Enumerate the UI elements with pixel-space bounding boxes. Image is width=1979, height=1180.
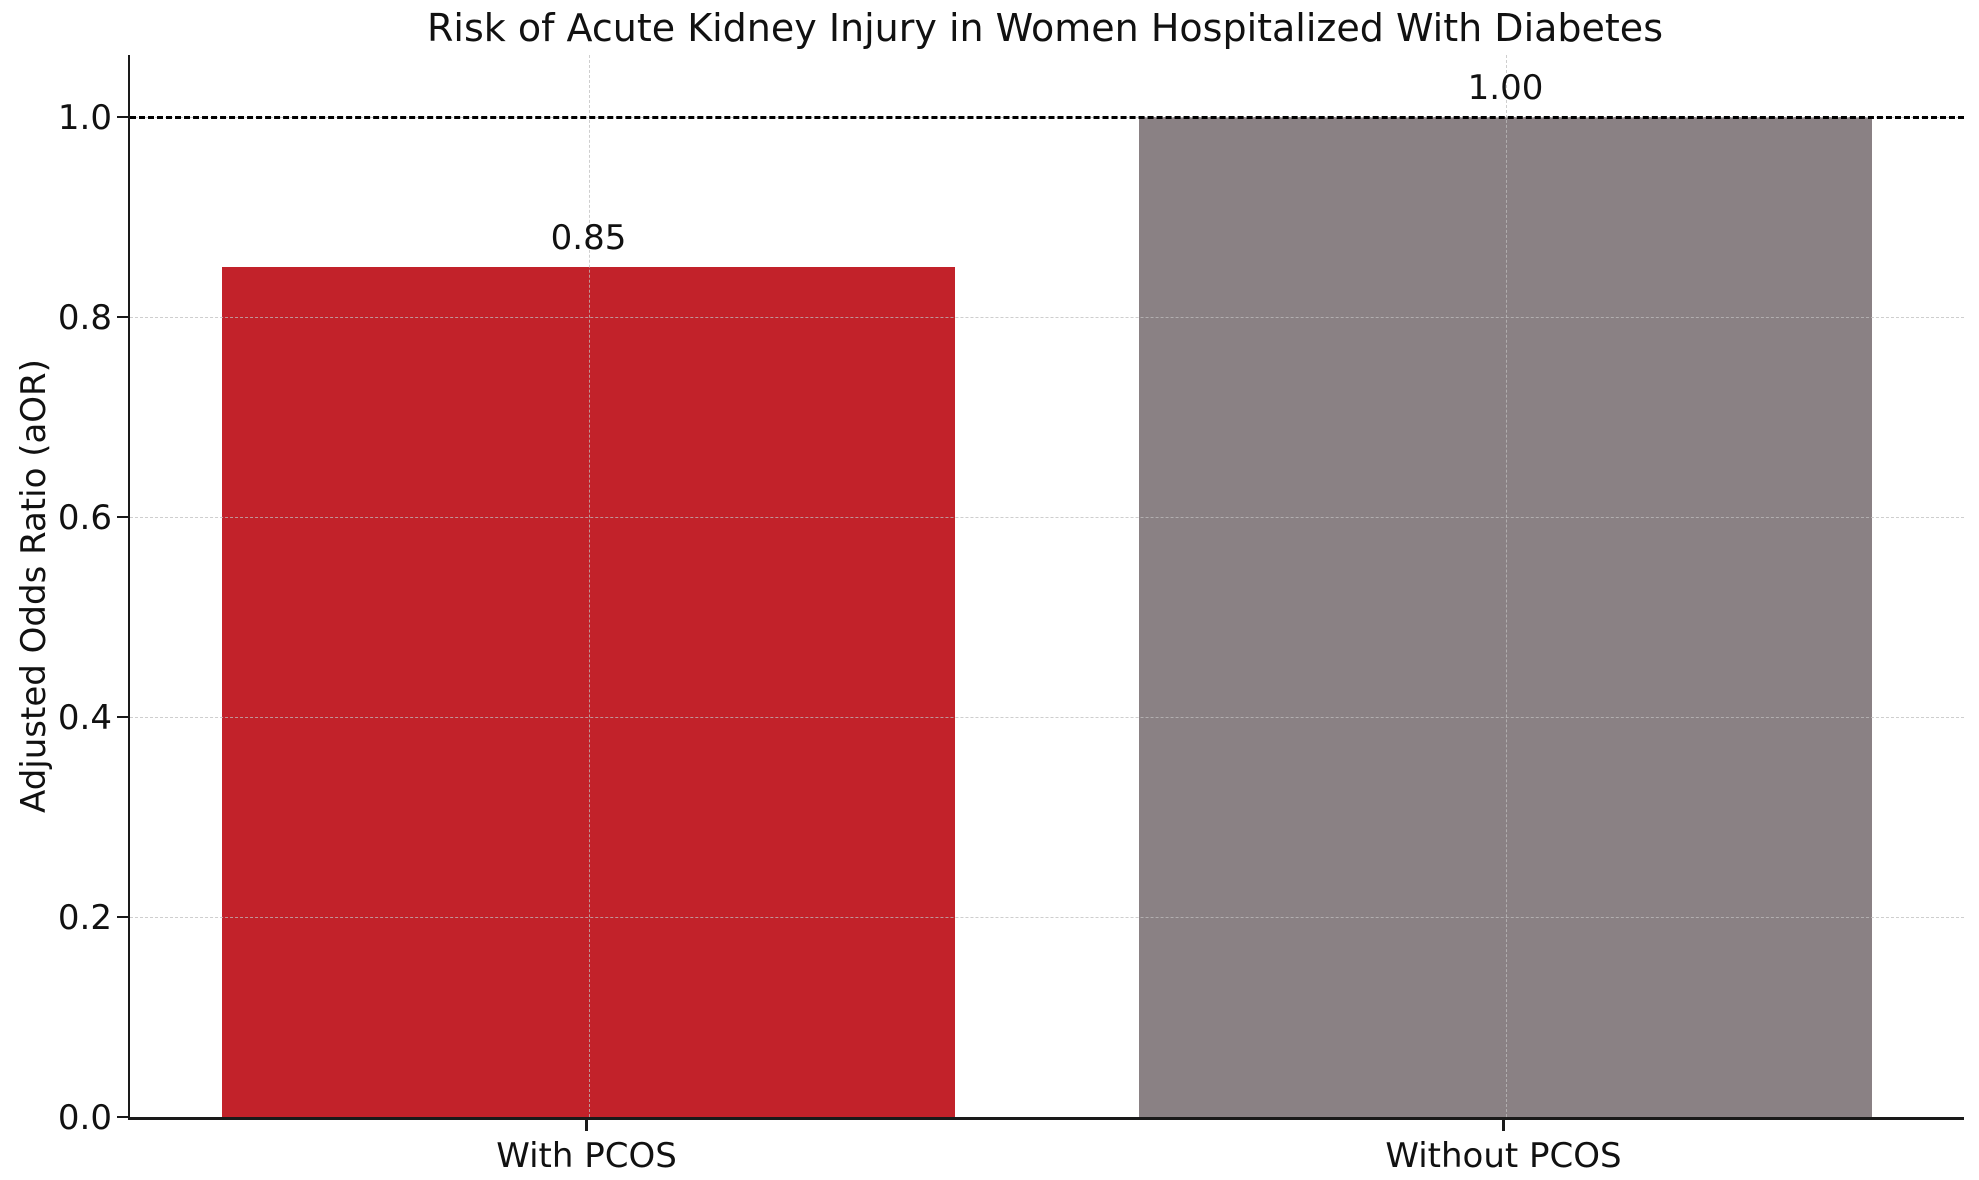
y-tick-mark-0.0: [117, 1115, 128, 1119]
y-tick-mark-0.4: [117, 715, 128, 719]
y-tick-label-0.6: 0.6: [57, 498, 112, 538]
x-gridline-with-pcos: [588, 55, 590, 1117]
y-gridline-0.6: [130, 517, 1964, 518]
y-axis-label: Adjusted Odds Ratio (aOR): [14, 359, 54, 813]
x-gridline-without-pcos: [1505, 55, 1507, 1117]
bar-with-pcos: [221, 267, 956, 1117]
y-tick-label-0.4: 0.4: [57, 698, 112, 738]
y-gridline-0.2: [130, 917, 1964, 918]
y-tick-label-0.2: 0.2: [57, 898, 112, 938]
y-gridline-0.4: [130, 717, 1964, 718]
chart-title: Risk of Acute Kidney Injury in Women Hos…: [426, 6, 1663, 50]
y-tick-mark-0.6: [117, 515, 128, 519]
bar-without-pcos: [1138, 117, 1873, 1117]
y-gridline-0.8: [130, 317, 1964, 318]
reference-line-aor-1: [130, 115, 1964, 119]
y-tick-mark-1.0: [117, 115, 128, 119]
x-tick-mark-without-pcos: [1502, 1120, 1505, 1131]
x-tick-label-without-pcos: Without PCOS: [1385, 1136, 1622, 1176]
y-tick-label-0.8: 0.8: [57, 298, 112, 338]
y-tick-label-0.0: 0.0: [57, 1098, 112, 1138]
y-tick-label-1.0: 1.0: [57, 98, 112, 138]
x-tick-label-with-pcos: With PCOS: [496, 1136, 677, 1176]
y-tick-mark-0.8: [117, 315, 128, 319]
y-tick-mark-0.2: [117, 915, 128, 919]
bar-value-label-with-pcos: 0.85: [550, 218, 627, 258]
bar-value-label-without-pcos: 1.00: [1467, 68, 1544, 108]
x-tick-mark-with-pcos: [585, 1120, 588, 1131]
plot-area: 0.85 1.00: [128, 55, 1964, 1120]
